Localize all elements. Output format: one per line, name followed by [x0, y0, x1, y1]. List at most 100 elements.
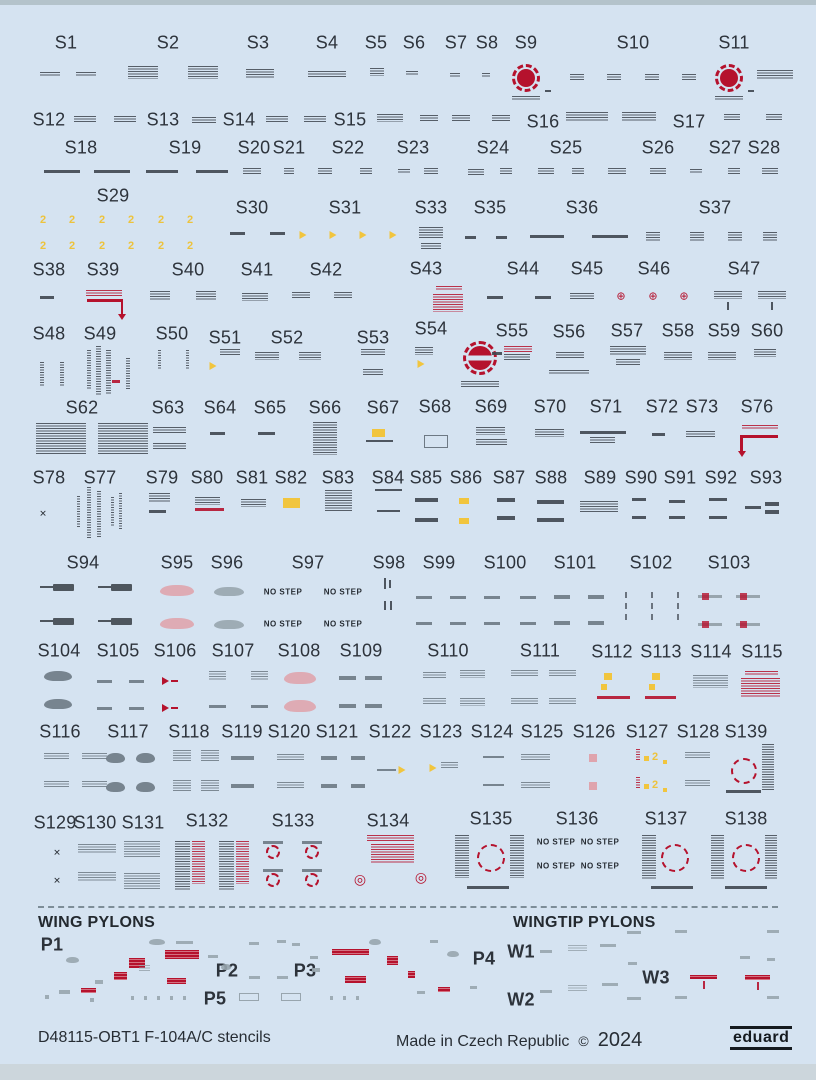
stencil-mark [663, 760, 667, 764]
stencil-mark [645, 74, 659, 80]
stencil-label-S21: S21 [272, 137, 306, 158]
stencil-mark [685, 752, 710, 758]
stencil-label-S56: S56 [552, 321, 586, 342]
stencil-mark [372, 429, 385, 437]
yellow-digit-decal: 2 [127, 240, 135, 252]
stencil-mark [87, 487, 91, 539]
stencil-label-S122: S122 [368, 721, 412, 742]
stencil-mark [40, 72, 60, 77]
stencil-mark [610, 346, 646, 356]
stencil-mark [627, 997, 641, 1000]
stencil-mark [484, 622, 500, 625]
stencil-mark [715, 96, 743, 101]
stencil-mark [158, 350, 161, 370]
stencil-mark [162, 704, 169, 712]
stencil-mark [416, 622, 432, 625]
stencil-label-S132: S132 [185, 810, 229, 831]
yellow-arrow-decal [389, 231, 397, 239]
stencil-mark [500, 168, 512, 174]
stencil-mark [351, 756, 365, 760]
stencil-mark [497, 516, 515, 520]
stencil-label-S133: S133 [271, 810, 315, 831]
stencil-mark [263, 869, 283, 872]
stencil-mark [146, 170, 178, 173]
stencil-mark [157, 996, 160, 1000]
stencil-label-S17: S17 [672, 111, 706, 132]
stencil-mark [53, 583, 74, 591]
stencil-mark [195, 497, 220, 505]
stencil-mark [97, 707, 112, 710]
stencil-label-S93: S93 [749, 467, 783, 488]
stencil-mark [450, 622, 466, 625]
stencil-mark [255, 352, 279, 360]
stencil-mark [415, 347, 433, 355]
stencil-mark [549, 698, 576, 705]
stencil-label-S120: S120 [267, 721, 311, 742]
stencil-mark [343, 996, 346, 1000]
stencil-mark [492, 115, 510, 122]
stencil-mark [76, 72, 96, 77]
stencil-mark [726, 790, 761, 793]
stencil-mark [173, 750, 191, 761]
stencil-label-S50: S50 [155, 323, 189, 344]
red-roundel-decal [512, 64, 540, 92]
stencil-label-S134: S134 [366, 810, 410, 831]
stencil-mark [602, 983, 618, 986]
stencil-mark [150, 291, 170, 301]
no-step-stencil: NO STEP [536, 861, 576, 871]
stencil-label-S135: S135 [469, 808, 513, 829]
stencil-label-S108: S108 [277, 640, 321, 661]
stencil-label-S24: S24 [476, 137, 510, 158]
stencil-label-S57: S57 [610, 320, 644, 341]
stencil-label-S28: S28 [747, 137, 781, 158]
stencil-label-S77: S77 [83, 467, 117, 488]
stencil-mark [308, 71, 346, 77]
stencil-mark [570, 74, 584, 80]
stencil-mark [450, 73, 460, 77]
stencil-mark [771, 302, 773, 310]
stencil-label-S5: S5 [364, 32, 388, 53]
stencil-mark [736, 595, 760, 598]
stencil-mark [292, 292, 310, 299]
stencil-mark [675, 996, 687, 999]
stencil-label-S14: S14 [222, 109, 256, 130]
no-step-stencil: NO STEP [580, 861, 620, 871]
stencil-label-S125: S125 [520, 721, 564, 742]
stencil-mark [628, 962, 637, 965]
stencil-mark [421, 243, 441, 250]
stencil-label-S94: S94 [66, 552, 100, 573]
stencil-mark [589, 782, 597, 790]
stencil-mark [415, 498, 438, 502]
stencil-mark [590, 437, 615, 443]
stencil-label-S105: S105 [96, 640, 140, 661]
stencil-label-S65: S65 [253, 397, 287, 418]
stencil-mark [231, 756, 254, 760]
stencil-mark [60, 362, 64, 386]
stencil-mark [420, 115, 438, 122]
stencil-mark [765, 835, 777, 880]
roundel-bar [467, 355, 493, 361]
stencil-mark [703, 981, 705, 989]
stencil-mark [112, 380, 120, 383]
stencil-mark [129, 707, 144, 710]
stencil-mark [521, 782, 550, 788]
stencil-mark [53, 617, 74, 625]
stencil-label-S127: S127 [625, 721, 669, 742]
stencil-label-S113: S113 [640, 641, 682, 662]
silhouette-decal [160, 618, 194, 629]
stencil-mark [728, 232, 742, 241]
stencil-mark [549, 370, 589, 374]
yellow-digit-decal: 2 [98, 214, 106, 226]
eduard-logo: eduard [730, 1026, 793, 1050]
stencil-label-S30: S30 [235, 197, 269, 218]
stencil-mark [482, 73, 490, 77]
yellow-digit-decal: 2 [98, 240, 106, 252]
stencil-label-S86: S86 [449, 467, 483, 488]
copyright-symbol: © [578, 1033, 589, 1049]
stencil-label-S71: S71 [589, 396, 623, 417]
stencil-label-S85: S85 [409, 467, 443, 488]
stencil-mark [698, 623, 722, 626]
stencil-label-S136: S136 [555, 808, 599, 829]
red-placard-decal [436, 985, 452, 994]
stencil-label-S110: S110 [427, 640, 469, 661]
